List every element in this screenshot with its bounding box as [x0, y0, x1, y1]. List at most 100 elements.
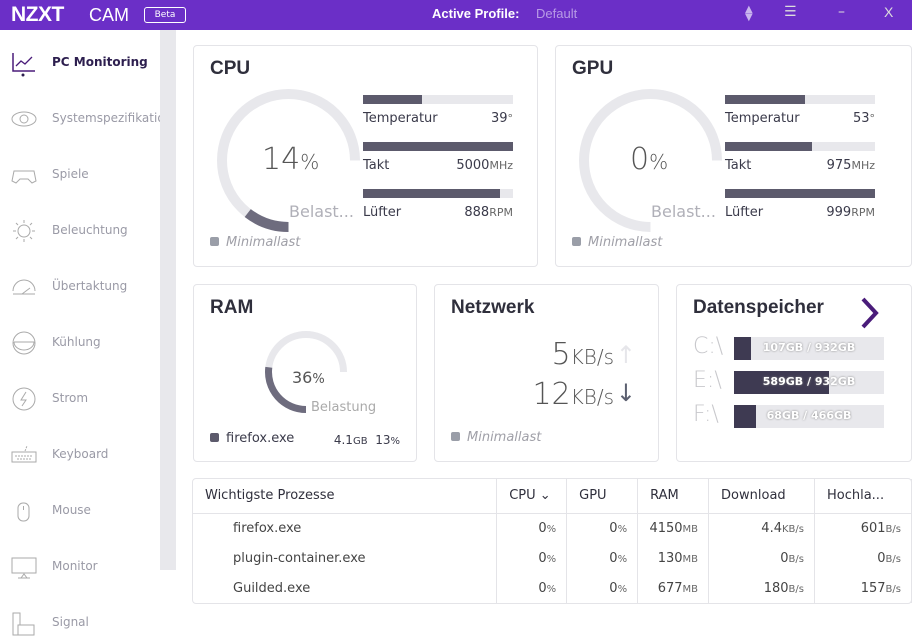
- cell-down: 4.4KB/s: [708, 513, 815, 543]
- cpu-stat-label: Takt: [363, 158, 390, 173]
- table-row[interactable]: Guilded.exe 0% 0% 677MB 180B/s 157B/s: [193, 573, 912, 603]
- gpu-stat-label: Takt: [725, 158, 752, 173]
- upload-speed: 5KB/s: [551, 337, 614, 372]
- active-profile-label: Active Profile:: [432, 6, 520, 21]
- cell-up: 157B/s: [814, 573, 912, 603]
- ram-top-process: firefox.exe: [210, 431, 294, 446]
- nzxt-logo: NZXT: [11, 3, 64, 26]
- sidebar-item-systemspezifikation[interactable]: Systemspezifikation: [0, 99, 172, 139]
- sidebar-item-kühlung[interactable]: Kühlung: [0, 323, 160, 363]
- signal-device-icon: [12, 612, 35, 636]
- cell-gpu: 0%: [566, 543, 639, 573]
- cell-name: plugin-container.exe: [193, 543, 498, 573]
- cell-gpu: 0%: [566, 573, 639, 603]
- column-header[interactable]: CPU ⌄: [496, 479, 568, 514]
- gpu-stat-bar: [725, 95, 875, 104]
- drive-label: F:\: [693, 402, 719, 427]
- drive-usage-bar: 107GB / 932GB: [734, 337, 884, 360]
- sidebar-item-label: PC Monitoring: [52, 55, 148, 69]
- cpu-status: Minimallast: [210, 235, 300, 250]
- title-bar: NZXT CAM Beta Active Profile: Default ▲ ▼…: [0, 0, 912, 30]
- cell-gpu: 0%: [566, 513, 639, 543]
- sidebar-scrollbar[interactable]: [160, 30, 176, 570]
- process-dot: [210, 433, 219, 442]
- cpu-title: CPU: [210, 58, 251, 79]
- gauge-track: [217, 89, 360, 232]
- gpu-card: GPU 0% Belast... Minimallast Temperatur …: [555, 45, 912, 267]
- cell-up: 601B/s: [814, 513, 912, 543]
- ram-load-label: Belastung: [311, 400, 377, 415]
- storage-title: Datenspeicher: [693, 297, 824, 318]
- cpu-stat-label: Temperatur: [363, 111, 438, 126]
- cell-name: firefox.exe: [193, 513, 498, 543]
- cpu-stat-bar: [363, 95, 513, 104]
- network-title: Netzwerk: [451, 297, 535, 318]
- cell-cpu: 0%: [496, 513, 568, 543]
- drive-usage-bar: 589GB / 932GB: [734, 371, 884, 394]
- gpu-load-gauge: [579, 89, 722, 232]
- sidebar-item-übertaktung[interactable]: Übertaktung: [0, 267, 160, 307]
- minimize-icon[interactable]: –: [838, 4, 845, 20]
- sort-chevron-down-icon: ⌄: [539, 488, 551, 504]
- sidebar-item-mouse[interactable]: Mouse: [0, 491, 160, 531]
- sidebar: PC Monitoring Systemspezifikation Spiele Be…: [0, 30, 172, 636]
- collapse-menu-icon[interactable]: ☰: [784, 4, 797, 20]
- table-row[interactable]: firefox.exe 0% 0% 4150MB 4.4KB/s 601B/s: [193, 513, 912, 543]
- chevron-right-icon[interactable]: [859, 297, 879, 329]
- cpu-stat-value: 39°: [490, 111, 513, 126]
- sidebar-item-label: Strom: [52, 391, 89, 405]
- status-dot: [572, 237, 581, 246]
- column-header[interactable]: RAM: [637, 479, 710, 514]
- sidebar-item-pc-monitoring[interactable]: PC Monitoring: [0, 43, 160, 83]
- sidebar-item-keyboard[interactable]: Keyboard: [0, 435, 160, 475]
- table-row[interactable]: plugin-container.exe 0% 0% 130MB 0B/s 0B/s: [193, 543, 912, 573]
- column-header[interactable]: GPU: [566, 479, 639, 514]
- cell-up: 0B/s: [814, 543, 912, 573]
- power-icon: [12, 387, 36, 411]
- gpu-status: Minimallast: [572, 235, 662, 250]
- column-header[interactable]: Wichtigste Prozesse: [193, 479, 498, 514]
- sidebar-item-beleuchtung[interactable]: Beleuchtung: [0, 211, 160, 251]
- sidebar-item-label: Signal: [52, 615, 89, 629]
- cpu-load-gauge: [217, 89, 360, 232]
- app-name: CAM: [89, 5, 129, 25]
- column-header[interactable]: Hochla...: [814, 479, 912, 514]
- sidebar-item-signal[interactable]: Signal: [0, 603, 160, 643]
- sidebar-item-monitor[interactable]: Monitor: [0, 547, 160, 587]
- gauge-track: [579, 89, 722, 232]
- cell-name: Guilded.exe: [193, 573, 498, 603]
- sidebar-item-label: Monitor: [52, 559, 98, 573]
- chart-line-icon: [12, 53, 35, 77]
- active-profile-select[interactable]: Default: [536, 6, 578, 21]
- cooling-icon: [12, 331, 36, 355]
- sidebar-item-label: Keyboard: [52, 447, 109, 461]
- status-dot: [451, 432, 460, 441]
- column-header[interactable]: Download: [708, 479, 815, 514]
- eye-icon: [11, 111, 37, 127]
- cpu-card: CPU 14% Belast... Minimallast Temperatur…: [193, 45, 538, 267]
- ram-process-usage: 4.1GB 13%: [333, 433, 400, 447]
- sidebar-item-label: Beleuchtung: [52, 223, 128, 237]
- sun-icon: [13, 220, 35, 242]
- sidebar-item-label: Übertaktung: [52, 279, 128, 293]
- close-icon[interactable]: X: [884, 4, 894, 20]
- cpu-load-value: 14%: [262, 142, 320, 177]
- gpu-load-label: Belast...: [651, 202, 716, 221]
- sidebar-item-spiele[interactable]: Spiele: [0, 155, 160, 195]
- sort-icon[interactable]: ▲ ▼: [745, 4, 753, 23]
- cell-ram: 4150MB: [637, 513, 710, 543]
- gauge-fill: [244, 208, 289, 232]
- sidebar-item-strom[interactable]: Strom: [0, 379, 160, 419]
- cell-down: 0B/s: [708, 543, 815, 573]
- sidebar-item-label: Kühlung: [52, 335, 101, 349]
- upload-arrow-icon: ↑: [615, 341, 636, 369]
- gpu-stat-value: 975MHz: [826, 158, 875, 173]
- gpu-stat-value: 999RPM: [826, 205, 875, 220]
- monitor-icon: [11, 557, 37, 579]
- sidebar-item-label: Spiele: [52, 167, 89, 181]
- drive-usage-bar: 68GB / 466GB: [734, 405, 884, 428]
- gpu-stat-bar: [725, 189, 875, 198]
- ram-title: RAM: [210, 297, 254, 318]
- cpu-stat-label: Lüfter: [363, 205, 402, 220]
- network-status: Minimallast: [451, 430, 541, 445]
